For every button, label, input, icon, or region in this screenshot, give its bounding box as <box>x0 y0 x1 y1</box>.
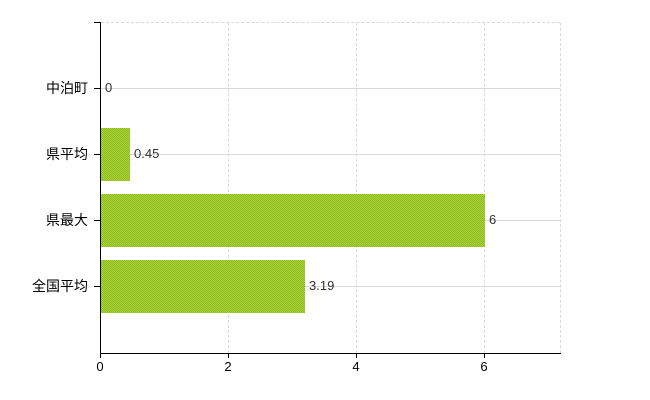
x-axis-tick <box>100 354 101 358</box>
x-tick-label: 6 <box>480 359 488 374</box>
category-label: 全国平均 <box>32 278 88 294</box>
category-label: 中泊町 <box>46 80 88 96</box>
bar <box>101 260 305 313</box>
horizontal-gridline <box>101 286 560 287</box>
y-axis-line <box>100 22 101 354</box>
value-label: 6 <box>489 212 497 227</box>
x-tick-label: 0 <box>96 359 104 374</box>
y-axis-tick <box>94 220 100 221</box>
x-axis-tick <box>356 354 357 358</box>
x-axis-tick <box>228 354 229 358</box>
y-axis-tick <box>94 286 100 287</box>
value-label: 0 <box>105 80 113 95</box>
vertical-gridline <box>228 23 229 353</box>
plot-border-right <box>560 23 561 353</box>
y-axis-tick <box>94 88 100 89</box>
bar <box>101 194 485 247</box>
x-axis-tick <box>484 354 485 358</box>
y-axis-tick <box>94 154 100 155</box>
x-tick-label: 2 <box>224 359 232 374</box>
value-label: 0.45 <box>134 146 160 161</box>
x-tick-label: 4 <box>352 359 360 374</box>
value-label: 3.19 <box>309 278 335 293</box>
vertical-gridline <box>356 23 357 353</box>
y-axis-top-tick <box>94 22 100 23</box>
x-axis-line <box>100 353 561 354</box>
category-label: 県平均 <box>46 146 88 162</box>
category-label: 県最大 <box>46 212 88 228</box>
horizontal-gridline <box>101 88 560 89</box>
plot-border-top <box>101 22 560 23</box>
vertical-gridline <box>484 23 485 353</box>
horizontal-gridline <box>101 154 560 155</box>
bar <box>101 128 130 181</box>
